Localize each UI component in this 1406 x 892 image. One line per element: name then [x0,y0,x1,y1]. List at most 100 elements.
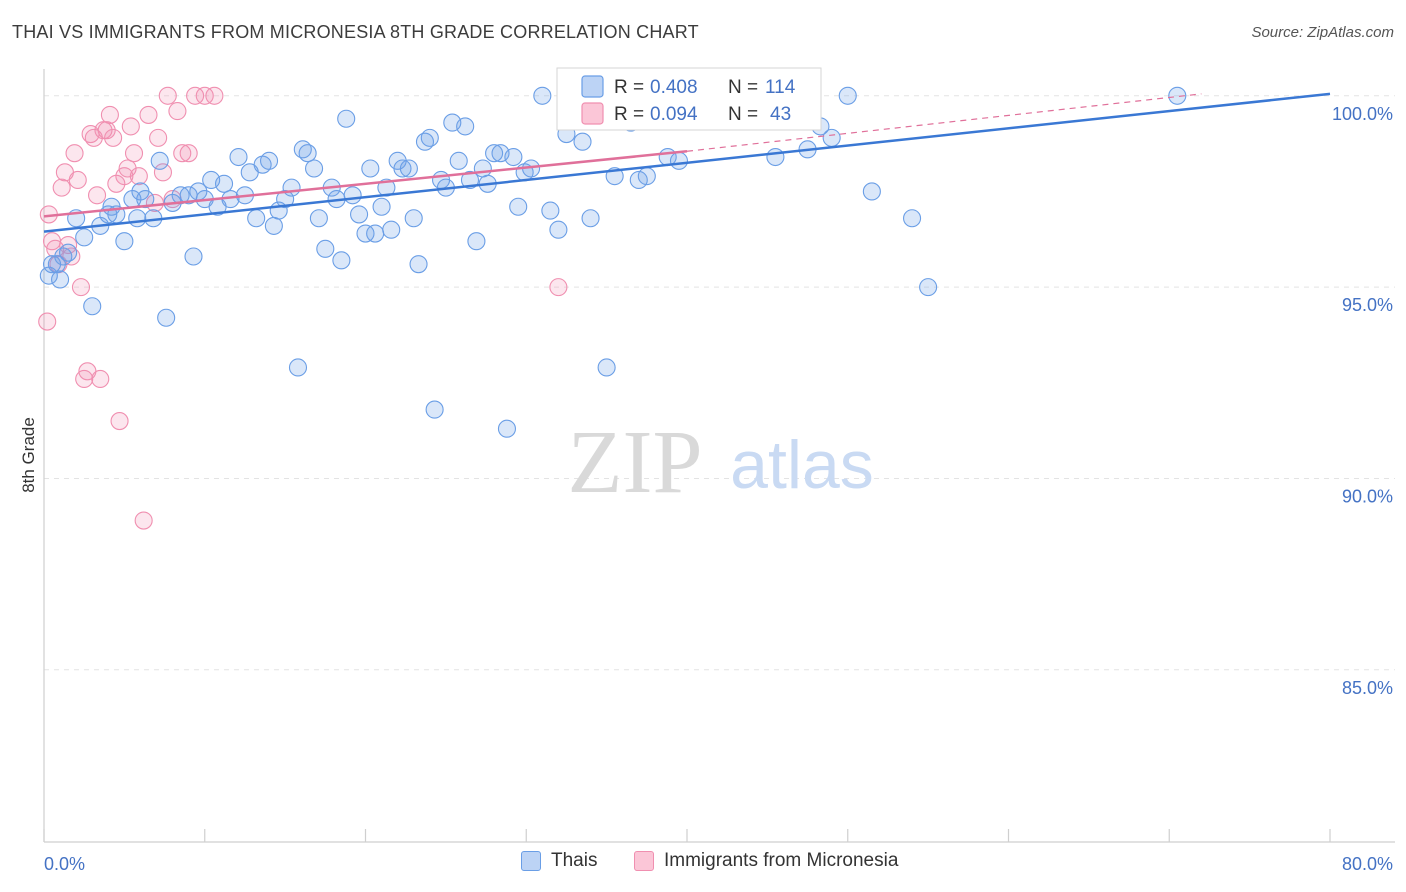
stats-n-value-micronesia: 43 [770,104,791,125]
point-thai [356,224,375,243]
watermark-zip: ZIP [568,413,703,512]
point-thai [669,151,689,170]
point-thai [504,147,523,167]
point-thai [343,186,362,205]
point-thai [350,205,369,224]
point-thai [573,132,592,151]
point-thai [399,159,418,178]
point-thai [597,358,616,377]
point-thai [136,190,155,209]
point-thai [822,128,841,147]
point-thai [862,182,881,201]
point-thai [449,151,468,170]
point-thai [276,190,295,209]
point-micronesia [91,369,110,389]
point-micronesia [173,144,192,163]
watermark: ZIP atlas [568,413,874,512]
point-thai [83,297,102,316]
series-thai-points [39,86,1187,438]
x-tick-label-max: 80.0% [1342,854,1393,874]
point-micronesia [121,117,140,136]
point-thai [460,170,480,190]
point-micronesia [549,278,568,297]
y-axis-label: 8th Grade [19,417,38,493]
x-tick-label-min: 0.0% [44,854,85,874]
chart-title: THAI VS IMMIGRANTS FROM MICRONESIA 8TH G… [12,22,699,42]
point-thai [214,174,234,193]
point-thai [581,209,600,228]
point-thai [919,278,938,297]
y-tick-label: 95.0% [1342,295,1393,315]
point-thai [533,86,552,105]
point-thai [51,270,70,289]
stats-n-label-thai: N = [728,77,758,98]
point-micronesia [205,86,224,105]
point-thai [372,197,391,216]
point-thai [298,144,317,163]
point-thai [420,128,439,147]
point-thai [288,358,308,377]
point-thai [473,159,492,178]
gridlines [44,95,1395,671]
stats-box: R = 0.408 N = 114 R = 0.094 N = 43 [556,67,822,131]
point-micronesia [134,511,153,530]
stats-swatch-thai [581,75,604,98]
point-micronesia [104,128,123,147]
stats-r-value-micronesia: 0.094 [650,104,698,125]
point-thai [409,255,428,274]
point-micronesia [158,86,177,105]
point-thai [509,197,528,216]
point-thai [75,228,94,247]
watermark-atlas: atlas [730,427,874,503]
point-micronesia [129,167,148,186]
point-thai [59,243,78,262]
point-thai [47,255,66,274]
point-thai [264,216,283,235]
stats-n-value-thai: 114 [765,77,796,98]
point-thai [115,232,134,251]
point-thai [766,147,785,167]
legend-label-micronesia: Immigrants from Micronesia [664,850,899,871]
point-thai [337,109,356,128]
stats-r-label-micronesia: R = [614,104,644,125]
point-micronesia [149,128,168,147]
point-micronesia [139,105,158,124]
legend: Thais Immigrants from Micronesia [0,850,1406,880]
trend-lines [43,92,1331,233]
point-micronesia [87,186,107,205]
point-micronesia [195,86,214,105]
point-thai [305,159,324,178]
point-thai [467,232,486,251]
point-thai [184,247,203,266]
legend-item-thai[interactable]: Thais [521,850,597,872]
point-thai [157,308,176,327]
point-micronesia [179,144,198,163]
stats-swatch-micronesia [581,102,604,125]
point-thai [902,209,922,228]
point-micronesia [97,121,116,140]
point-thai [128,209,147,228]
y-tick-label: 90.0% [1342,486,1393,506]
y-tick-label: 85.0% [1342,678,1393,698]
point-thai [497,419,517,438]
point-thai [393,159,412,178]
point-micronesia [153,163,173,182]
point-thai [366,224,385,243]
point-micronesia [110,412,129,431]
point-thai [485,144,504,163]
point-thai [247,209,266,228]
legend-item-micronesia[interactable]: Immigrants from Micronesia [634,850,898,872]
stats-r-label-thai: R = [614,77,644,98]
point-micronesia [124,144,144,163]
point-micronesia [65,144,84,163]
point-micronesia [168,102,187,121]
chart-source: Source: ZipAtlas.com [1251,24,1394,41]
point-thai [229,147,248,167]
stats-r-value-thai: 0.408 [650,77,698,98]
legend-swatch-micronesia [634,851,654,871]
point-thai [332,251,351,270]
trend-line-thai [43,92,1331,233]
point-micronesia [71,278,91,297]
point-thai [404,209,423,228]
